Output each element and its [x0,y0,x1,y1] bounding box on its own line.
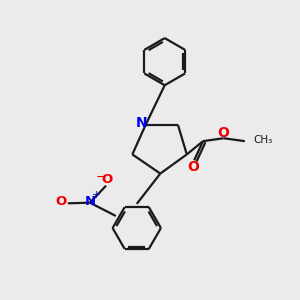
Text: N: N [85,195,96,208]
Text: CH₃: CH₃ [254,135,273,145]
Text: +: + [92,190,101,200]
Text: N: N [136,116,148,130]
Text: O: O [188,160,200,174]
Text: O: O [218,126,230,140]
Text: O: O [56,195,67,208]
Text: O: O [101,173,112,186]
Text: −: − [96,171,106,184]
